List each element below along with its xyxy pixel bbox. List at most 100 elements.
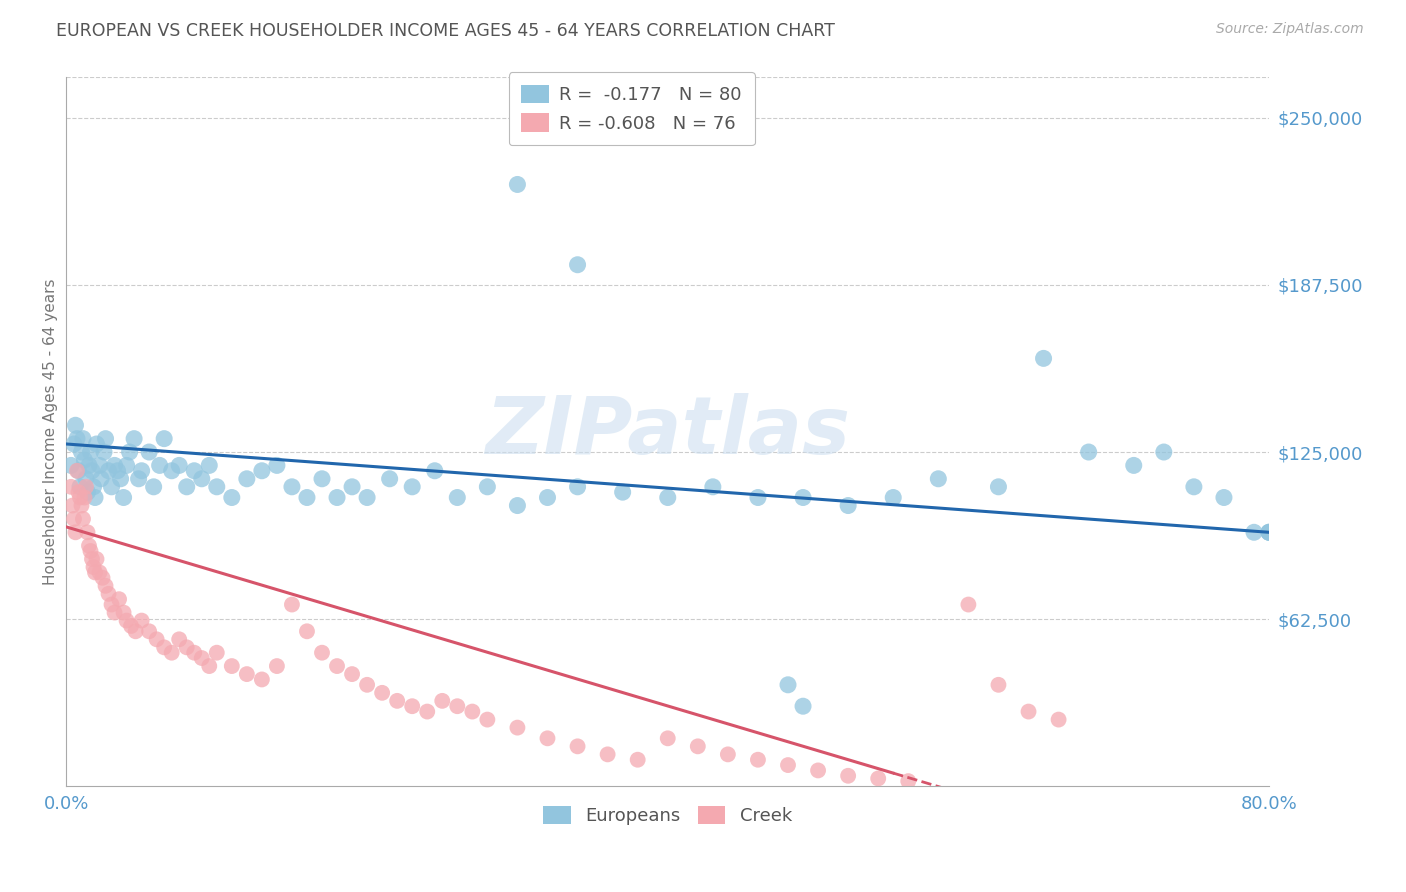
Point — [1182, 480, 1205, 494]
Point — [108, 592, 131, 607]
Point — [432, 694, 454, 708]
Point — [176, 480, 198, 494]
Point — [120, 619, 142, 633]
Point — [67, 464, 90, 478]
Point — [221, 491, 243, 505]
Point — [190, 651, 212, 665]
Point — [167, 632, 190, 647]
Point — [506, 499, 529, 513]
Point — [67, 485, 90, 500]
Point — [356, 491, 378, 505]
Point — [77, 458, 100, 473]
Point — [416, 705, 439, 719]
Point — [401, 480, 423, 494]
Text: EUROPEAN VS CREEK HOUSEHOLDER INCOME AGES 45 - 64 YEARS CORRELATION CHART: EUROPEAN VS CREEK HOUSEHOLDER INCOME AGE… — [56, 22, 835, 40]
Point — [80, 464, 103, 478]
Point — [378, 472, 401, 486]
Point — [160, 646, 183, 660]
Point — [927, 472, 949, 486]
Point — [75, 472, 97, 486]
Point — [107, 464, 129, 478]
Point — [987, 678, 1010, 692]
Point — [83, 480, 105, 494]
Point — [131, 614, 153, 628]
Point — [1243, 525, 1265, 540]
Point — [91, 571, 114, 585]
Point — [90, 472, 112, 486]
Point — [160, 464, 183, 478]
Point — [401, 699, 423, 714]
Point — [73, 491, 96, 505]
Point — [536, 491, 558, 505]
Point — [1258, 525, 1281, 540]
Point — [1153, 445, 1175, 459]
Point — [198, 458, 221, 473]
Point — [112, 491, 135, 505]
Point — [776, 678, 799, 692]
Point — [957, 598, 980, 612]
Point — [69, 491, 91, 505]
Point — [340, 480, 363, 494]
Point — [236, 472, 259, 486]
Point — [311, 472, 333, 486]
Point — [128, 472, 150, 486]
Text: Source: ZipAtlas.com: Source: ZipAtlas.com — [1216, 22, 1364, 37]
Point — [281, 598, 304, 612]
Point — [205, 646, 228, 660]
Point — [183, 646, 205, 660]
Point — [89, 566, 111, 580]
Point — [72, 512, 94, 526]
Point — [987, 480, 1010, 494]
Point — [153, 640, 176, 655]
Point — [627, 753, 650, 767]
Point — [124, 624, 146, 639]
Point — [807, 764, 830, 778]
Point — [70, 445, 93, 459]
Point — [221, 659, 243, 673]
Point — [837, 499, 859, 513]
Point — [190, 472, 212, 486]
Y-axis label: Householder Income Ages 45 - 64 years: Householder Income Ages 45 - 64 years — [44, 278, 58, 585]
Point — [176, 640, 198, 655]
Point — [567, 480, 589, 494]
Point — [66, 432, 89, 446]
Point — [612, 485, 634, 500]
Point — [1018, 705, 1040, 719]
Legend: Europeans, Creek: Europeans, Creek — [534, 797, 801, 834]
Point — [326, 491, 349, 505]
Point — [1032, 351, 1054, 366]
Point — [250, 464, 273, 478]
Point — [138, 624, 160, 639]
Point — [59, 480, 82, 494]
Point — [84, 491, 107, 505]
Point — [747, 491, 769, 505]
Point — [62, 499, 84, 513]
Point — [80, 552, 103, 566]
Point — [205, 480, 228, 494]
Point — [506, 721, 529, 735]
Point — [65, 418, 87, 433]
Point — [77, 539, 100, 553]
Point — [837, 769, 859, 783]
Point — [657, 731, 679, 746]
Point — [103, 458, 125, 473]
Point — [702, 480, 724, 494]
Point — [73, 453, 96, 467]
Point — [1122, 458, 1144, 473]
Point — [103, 606, 125, 620]
Point — [326, 659, 349, 673]
Point — [63, 437, 86, 451]
Point — [882, 491, 904, 505]
Point — [371, 686, 394, 700]
Point — [717, 747, 740, 762]
Point — [75, 480, 97, 494]
Point — [167, 458, 190, 473]
Point — [295, 624, 318, 639]
Point — [115, 614, 138, 628]
Point — [792, 699, 814, 714]
Point — [1258, 525, 1281, 540]
Point — [311, 646, 333, 660]
Point — [97, 464, 120, 478]
Point — [183, 464, 205, 478]
Point — [79, 544, 101, 558]
